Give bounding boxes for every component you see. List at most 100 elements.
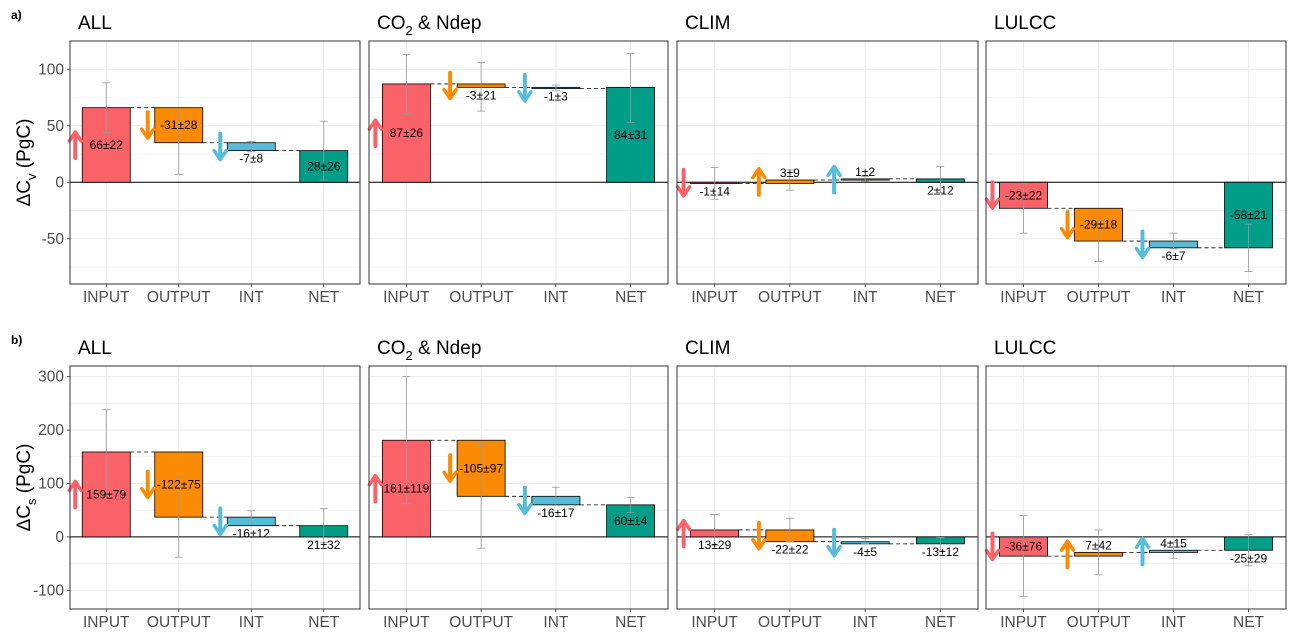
- data-label: 84±31: [614, 128, 648, 142]
- data-label: 13±29: [698, 538, 732, 552]
- y-tick-label: 100: [38, 475, 64, 492]
- arrow-head: [826, 545, 842, 558]
- panel-a-4: -23±22 INPUT -29±18 OUTPUT -6±7 INT -58±21 NET L…: [984, 13, 1287, 306]
- panel-b-4: -36±76 INPUT 7±42 OUTPUT 4±15 INT -25±29 NET LUL…: [984, 338, 1287, 631]
- arrow-head: [1059, 539, 1076, 553]
- down-arrow-icon: [442, 70, 458, 101]
- panel-border: [985, 365, 1287, 610]
- arrow-head: [1059, 226, 1076, 240]
- arrow-head: [675, 185, 692, 198]
- down-arrow-icon: [1059, 209, 1076, 240]
- arrow-head: [1134, 246, 1151, 260]
- x-tick-label: INPUT: [691, 614, 738, 631]
- panel-title: LULCC: [994, 338, 1056, 359]
- panel-title: CO2 & Ndep: [377, 13, 481, 38]
- panel-border: [368, 365, 669, 610]
- down-arrow-icon: [212, 131, 228, 162]
- y-tick-label: 0: [55, 174, 64, 191]
- data-label: -105±97: [459, 461, 503, 475]
- data-label: 7±42: [1085, 538, 1112, 552]
- panel-title: LULCC: [994, 13, 1056, 34]
- panel-b-1: 159±79 INPUT -122±75 OUTPUT -16±12 INT 21±32 NE…: [33, 338, 361, 631]
- x-tick-label: INT: [1161, 614, 1187, 631]
- up-arrow-icon: [67, 130, 83, 160]
- down-arrow-icon: [1134, 229, 1151, 260]
- up-arrow-icon: [675, 518, 692, 549]
- arrow-head: [212, 148, 228, 162]
- arrow-head: [1134, 536, 1151, 550]
- down-arrow-icon: [517, 485, 533, 516]
- panel-border: [985, 40, 1287, 285]
- arrow-head: [67, 479, 83, 493]
- row-tag: a): [11, 8, 22, 22]
- y-tick-label: 100: [38, 61, 64, 78]
- data-label: -13±12: [922, 545, 960, 559]
- row-tag: b): [11, 333, 22, 347]
- panel-a-1: 66±22 INPUT -31±28 OUTPUT -7±8 INT 28±26 NET ALL…: [38, 13, 361, 306]
- up-arrow-icon: [1059, 539, 1076, 570]
- down-arrow-icon: [826, 527, 842, 558]
- data-label: -6±7: [1162, 249, 1186, 263]
- x-tick-label: OUTPUT: [1067, 289, 1131, 306]
- x-tick-label: INT: [1161, 289, 1187, 306]
- panel-title: CO2 & Ndep: [377, 338, 481, 363]
- arrow-head: [140, 127, 156, 140]
- y-tick-label: -100: [33, 582, 64, 599]
- x-tick-label: OUTPUT: [758, 614, 822, 631]
- x-tick-label: OUTPUT: [1067, 614, 1131, 631]
- x-tick-label: OUTPUT: [449, 289, 513, 306]
- x-tick-label: OUTPUT: [449, 614, 513, 631]
- x-tick-label: NET: [925, 289, 957, 306]
- data-label: -29±18: [1080, 218, 1118, 232]
- panel-border: [368, 40, 669, 285]
- arrow-head: [751, 538, 767, 551]
- panel-b-3: 13±29 INPUT -22±22 OUTPUT -4±5 INT -13±12 NET CL…: [675, 338, 979, 631]
- arrow-head: [367, 473, 384, 487]
- panel-b-2: 181±119 INPUT -105±97 OUTPUT -16±17 INT 60±14 N…: [367, 338, 669, 631]
- x-tick-label: INPUT: [691, 289, 738, 306]
- down-arrow-icon: [751, 520, 767, 551]
- arrow-head: [517, 502, 533, 516]
- y-axis-title: ΔCv (PgC): [14, 119, 39, 207]
- x-tick-label: INT: [853, 614, 879, 631]
- x-tick-label: INT: [239, 289, 265, 306]
- data-label: 87±26: [390, 126, 424, 140]
- panel-title: CLIM: [685, 13, 730, 34]
- data-label: 2±12: [927, 183, 954, 197]
- y-tick-label: 50: [47, 118, 65, 135]
- panel-background: [986, 366, 1286, 609]
- x-tick-label: INPUT: [383, 614, 430, 631]
- arrow-head: [140, 486, 156, 500]
- up-arrow-icon: [826, 164, 842, 195]
- x-tick-label: NET: [308, 614, 340, 631]
- y-tick-label: 200: [38, 422, 64, 439]
- arrow-head: [367, 118, 384, 131]
- data-label: 159±79: [86, 487, 126, 501]
- x-tick-label: INT: [543, 614, 569, 631]
- data-label: -4±5: [853, 545, 877, 559]
- x-tick-label: NET: [615, 614, 647, 631]
- panel-border: [69, 365, 361, 610]
- x-tick-label: INT: [543, 289, 569, 306]
- up-arrow-icon: [367, 473, 384, 504]
- panel-title: ALL: [78, 338, 112, 359]
- arrow-head: [984, 548, 1001, 562]
- data-label: -1±14: [699, 184, 730, 198]
- arrow-head: [517, 90, 533, 103]
- up-arrow-icon: [67, 479, 83, 510]
- arrow-head: [675, 518, 692, 532]
- panel-border: [69, 40, 361, 285]
- panel-a-2: 87±26 INPUT -3±21 OUTPUT -1±3 INT 84±31 NET CO2 …: [367, 13, 669, 306]
- data-label: 4±15: [1160, 536, 1187, 550]
- y-tick-label: 300: [38, 369, 64, 386]
- arrow-head: [442, 470, 458, 484]
- panel-border: [676, 40, 979, 285]
- data-label: 1±2: [855, 165, 875, 179]
- up-arrow-icon: [367, 118, 384, 149]
- down-arrow-icon: [675, 167, 692, 198]
- x-tick-label: NET: [308, 289, 340, 306]
- data-label: 21±32: [307, 538, 341, 552]
- x-tick-label: INT: [853, 289, 879, 306]
- x-tick-label: INPUT: [83, 289, 130, 306]
- data-label: -3±21: [466, 88, 497, 102]
